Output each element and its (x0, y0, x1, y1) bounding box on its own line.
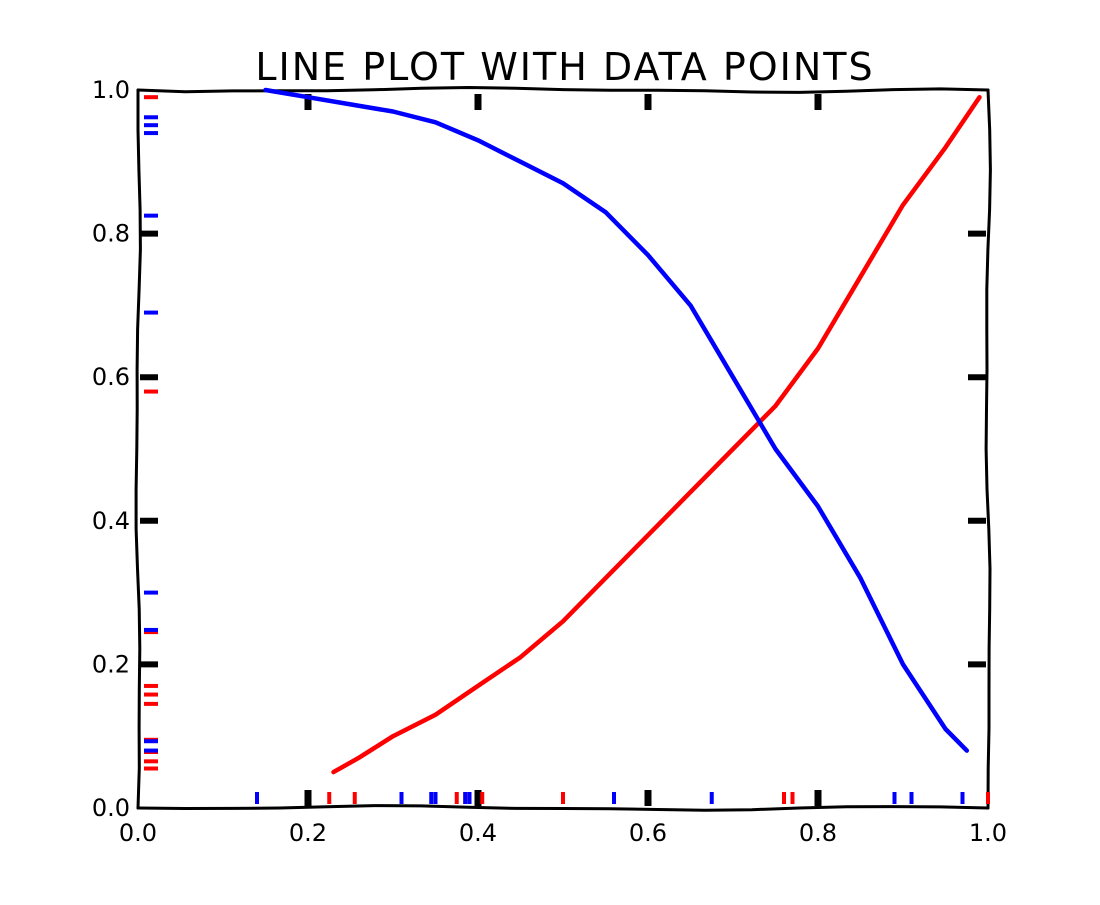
tick-labels: 0.0 0.2 0.4 0.6 0.8 1.0 0.0 0.2 0.4 0.6 0.8 1.0 (92, 76, 1007, 847)
y-tick-label: 0.0 (92, 794, 130, 822)
y-tick-label: 0.2 (92, 650, 130, 678)
rug-marks (144, 95, 990, 804)
axis-spine-bottom (136, 804, 990, 812)
major-ticks (140, 94, 986, 806)
x-tick-label: 0.6 (629, 819, 667, 847)
y-tick-label: 1.0 (92, 76, 130, 104)
x-tick-label: 0.8 (799, 819, 837, 847)
axis-spine-right (984, 88, 992, 810)
y-tick-label: 0.4 (92, 507, 130, 535)
x-tick-label: 0.2 (289, 819, 327, 847)
series-lines (263, 87, 982, 775)
series-line-1 (263, 87, 970, 753)
x-tick-label: 0.4 (459, 819, 497, 847)
y-tick-label: 0.8 (92, 220, 130, 248)
x-tick-label: 1.0 (969, 819, 1007, 847)
x-tick-label: 0.0 (119, 819, 157, 847)
chart-title: LINE PLOT WITH DATA POINTS (255, 45, 874, 89)
y-tick-label: 0.6 (92, 363, 130, 391)
axis-spine-left (134, 88, 142, 810)
series-line-0 (331, 94, 982, 775)
axes-frame (134, 85, 992, 812)
